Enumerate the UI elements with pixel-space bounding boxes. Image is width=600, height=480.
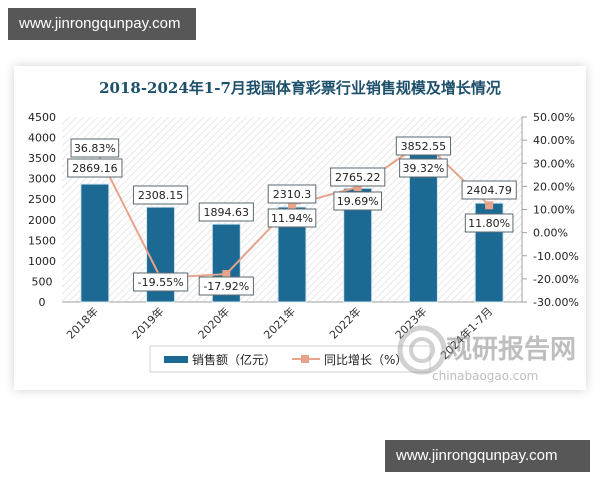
x-axis-label: 2019年 (129, 304, 166, 341)
data-label: 2869.16 (72, 162, 118, 175)
watermark-banner-top: www.jinrongqunpay.com (8, 8, 196, 40)
right-axis-tick: 10.00% (533, 204, 575, 217)
left-axis-tick: 0 (39, 296, 46, 309)
left-axis-tick: 3500 (28, 152, 56, 165)
left-axis-tick: 4000 (28, 132, 56, 145)
line-marker (353, 183, 362, 192)
x-axis-label: 2022年 (326, 304, 363, 341)
data-labels: 2869.16 2308.15 1894.63 2310.3 2765.22 3852.5… (67, 136, 517, 296)
legend-line-label: 同比增长（%） (324, 353, 407, 367)
right-axis-tick: 50.00% (533, 111, 575, 124)
data-label-box (198, 202, 254, 222)
data-label-box (198, 276, 254, 296)
watermark-brand: 观研报告网 (446, 334, 576, 365)
data-label: -17.92% (203, 280, 249, 293)
left-axis-tick: 3000 (28, 173, 56, 186)
data-label-box (132, 272, 189, 292)
data-label: 39.32% (402, 162, 444, 175)
legend-bar-swatch (164, 356, 188, 363)
watermark-banner-bottom: www.jinrongqunpay.com (385, 440, 590, 472)
chart-card: 2018-2024年1-7月我国体育彩票行业销售规模及增长情况 0 500 1000… (14, 66, 586, 390)
data-label: 36.83% (74, 142, 116, 155)
data-label-box (395, 136, 452, 156)
right-axis-tick: 30.00% (533, 157, 575, 170)
data-label: 2765.22 (335, 171, 381, 184)
left-axis-tick: 1000 (28, 255, 56, 268)
data-label-box (67, 158, 123, 178)
bar (80, 183, 110, 303)
data-label-box (132, 185, 189, 205)
x-axis-label: 2023年 (392, 304, 429, 341)
right-axis-tick: 0.00% (533, 227, 568, 240)
watermark-url: chinabaogao.com (432, 369, 538, 383)
line-marker (222, 270, 231, 279)
data-label-box (464, 213, 514, 233)
left-axis-tick: 1500 (28, 234, 56, 247)
combo-chart: 2018-2024年1-7月我国体育彩票行业销售规模及增长情况 0 500 1000… (28, 79, 579, 383)
left-axis-tick: 4500 (28, 111, 56, 124)
legend: 销售额（亿元） 同比增长（%） (149, 345, 431, 373)
right-axis-tick: 20.00% (533, 180, 575, 193)
data-label: 2404.79 (466, 184, 512, 197)
right-axis-tick: 40.00% (533, 134, 575, 147)
right-axis-tick: -10.00% (533, 250, 579, 263)
data-label-box (330, 167, 386, 187)
data-label: 1894.63 (204, 206, 250, 219)
right-axis-tick: -30.00% (533, 296, 579, 309)
legend-bar-label: 销售额（亿元） (192, 352, 276, 367)
data-label-box (461, 180, 517, 200)
x-axis-label: 2021年 (261, 304, 298, 341)
data-label: 19.69% (337, 195, 379, 208)
line-marker (485, 201, 494, 210)
left-axis-tick: 500 (32, 275, 53, 288)
data-label-box (70, 138, 120, 158)
x-axis-label: 2020年 (195, 304, 232, 341)
data-label: 3852.55 (401, 140, 447, 153)
data-label-box (267, 208, 317, 228)
left-axis-tick: 2500 (28, 193, 56, 206)
left-axis-tick: 2000 (28, 214, 56, 227)
data-label-box (267, 184, 317, 204)
data-label-box (333, 191, 383, 211)
x-axis-label: 2018年 (64, 304, 101, 341)
right-axis: -30.00% -20.00% -10.00% 0.00% 10.00% 20.00% 30… (522, 111, 579, 309)
chart-title: 2018-2024年1-7月我国体育彩票行业销售规模及增长情况 (99, 79, 501, 97)
watermark-logo: 观研报告网 chinabaogao.com (397, 325, 576, 383)
data-label: 2308.15 (138, 189, 184, 202)
data-label: 2310.3 (273, 188, 312, 201)
right-axis-tick: -20.00% (533, 273, 579, 286)
data-label: 11.94% (271, 212, 313, 225)
data-label-box (399, 158, 448, 178)
data-label: -19.55% (138, 276, 184, 289)
left-axis: 0 500 1000 1500 2000 2500 3000 3500 4000 4500 (28, 111, 56, 309)
data-label: 11.80% (468, 217, 510, 230)
line-marker (288, 201, 296, 210)
